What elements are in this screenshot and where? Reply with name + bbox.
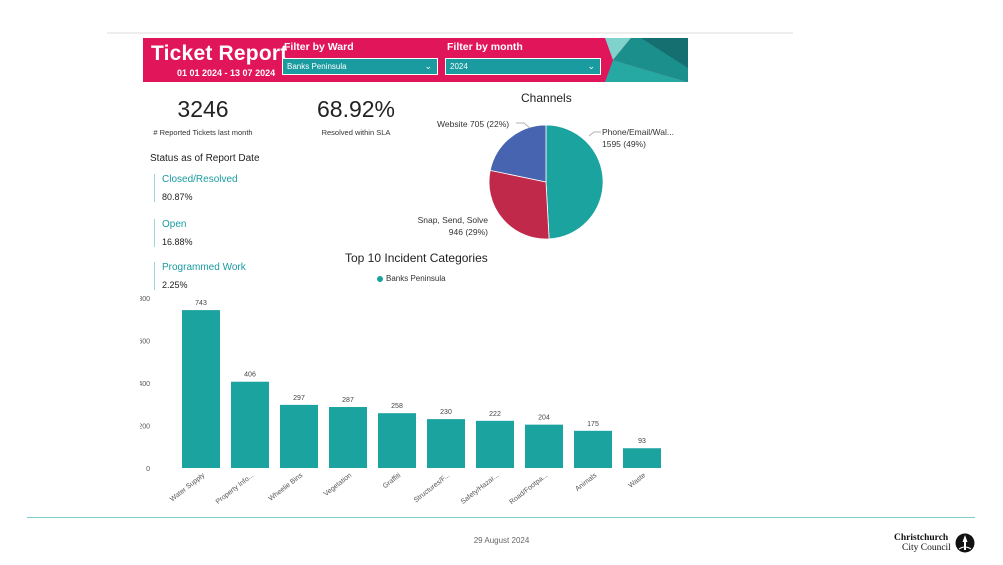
legend-label: Banks Peninsula: [386, 274, 446, 283]
ward-filter-label: Filter by Ward: [284, 41, 354, 53]
ward-filter-dropdown[interactable]: Banks Peninsula ⌄: [282, 58, 438, 75]
month-filter-dropdown[interactable]: 2024 ⌄: [445, 58, 601, 75]
status-closed-resolved: Closed/Resolved 80.87%: [154, 174, 282, 202]
bar: [427, 419, 465, 468]
pie-slice-snap-send-solve: [488, 169, 550, 240]
footer-divider: [27, 517, 975, 518]
bar-value-label: 175: [587, 421, 599, 428]
channels-title: Channels: [521, 91, 572, 105]
pie-label-phone-email: Phone/Email/Wal... 1595 (49%): [602, 126, 674, 150]
pie-slice-phone-email: [545, 124, 604, 240]
bar-value-label: 93: [638, 438, 646, 445]
brand-line-2: City Council: [902, 543, 951, 553]
banner-decoration: [605, 38, 688, 82]
bar-chart-title: Top 10 Incident Categories: [345, 251, 488, 265]
x-category-label: Safety/Hazar...: [460, 472, 501, 506]
y-tick-label: 800: [140, 296, 150, 303]
x-category-label: Graffiti: [382, 472, 403, 490]
x-category-label: Property Info...: [215, 472, 256, 506]
chevron-down-icon: ⌄: [587, 61, 595, 71]
status-programmed-work: Programmed Work 2.25%: [154, 262, 282, 290]
status-value: 80.87%: [162, 192, 193, 202]
x-category-label: Water Supply: [169, 472, 207, 504]
bar-value-label: 230: [440, 409, 452, 416]
bar-chart-legend: Banks Peninsula: [377, 274, 446, 283]
brand-line-1: Christchurch: [894, 533, 949, 543]
month-filter-label: Filter by month: [447, 41, 523, 53]
pie-label-snap-value: 946 (29%): [448, 227, 488, 237]
report-title: Ticket Report: [151, 42, 288, 65]
y-tick-label: 600: [140, 339, 150, 346]
bar-value-label: 258: [391, 403, 403, 410]
x-category-label: Vegetation: [323, 472, 353, 498]
x-category-label: Road/Footpa...: [508, 472, 549, 506]
status-value: 2.25%: [162, 280, 188, 290]
pie-label-phone-value: 1595 (49%): [602, 139, 646, 149]
bar: [476, 420, 514, 468]
status-name: Programmed Work: [162, 262, 246, 273]
phone-label-leader: [589, 131, 601, 137]
kpi-sla-value: 68.92%: [316, 96, 395, 122]
bar: [574, 430, 612, 468]
status-name: Open: [162, 219, 187, 230]
pie-label-snap-name: Snap, Send, Solve: [417, 215, 488, 225]
y-tick-label: 400: [140, 381, 150, 388]
pie-label-website: Website 705 (22%): [437, 119, 510, 129]
channels-pie-chart: [488, 124, 604, 240]
chevron-down-icon: ⌄: [424, 61, 432, 71]
bar-value-label: 406: [244, 372, 256, 379]
x-category-label: Wheelie Bins: [268, 472, 305, 503]
bar-value-label: 297: [293, 395, 305, 402]
y-tick-label: 200: [140, 424, 150, 431]
report-date-range: 01 01 2024 - 13 07 2024: [177, 68, 276, 78]
x-category-label: Waste: [627, 472, 647, 490]
kpi-sla-label: Resolved within SLA: [321, 128, 391, 137]
bar: [182, 310, 220, 468]
bar-value-label: 743: [195, 300, 207, 307]
bar-value-label: 204: [538, 415, 550, 422]
pie-label-phone-name: Phone/Email/Wal...: [602, 127, 674, 137]
status-section-title: Status as of Report Date: [150, 153, 260, 164]
month-filter-value: 2024: [450, 62, 468, 71]
website-label-leader: [516, 122, 531, 129]
kpi-reported-tickets-value: 3246: [177, 96, 229, 122]
pie-label-snap-send-solve: Snap, Send, Solve 946 (29%): [412, 214, 488, 238]
council-logo-icon: [955, 533, 975, 553]
bar-value-label: 287: [342, 397, 354, 404]
bar: [623, 448, 661, 468]
bar: [280, 404, 318, 468]
legend-dot-icon: [377, 275, 383, 282]
report-header-banner: Ticket Report 01 01 2024 - 13 07 2024 Fi…: [143, 38, 688, 82]
top-divider: [107, 32, 793, 34]
incident-categories-bar-chart: 0 200 400 600 800 743 Water Supply 406 Property …: [140, 296, 661, 506]
x-category-label: Structures/F...: [413, 472, 451, 504]
bar: [231, 381, 269, 468]
x-category-label: Animals: [574, 472, 598, 493]
ward-filter-value: Banks Peninsula: [287, 62, 347, 71]
pie-slice-website: [489, 124, 547, 183]
bar: [329, 407, 367, 468]
status-open: Open 16.88%: [154, 219, 282, 247]
brand-wordmark: Christchurch City Council: [894, 533, 951, 553]
footer-date: 29 August 2024: [473, 536, 530, 545]
status-name: Closed/Resolved: [162, 174, 238, 185]
bar-value-label: 222: [489, 411, 501, 418]
kpi-reported-tickets-label: # Reported Tickets last month: [153, 128, 253, 137]
bar: [525, 424, 563, 468]
y-tick-label: 0: [146, 466, 150, 473]
bar: [378, 413, 416, 468]
status-value: 16.88%: [162, 237, 193, 247]
